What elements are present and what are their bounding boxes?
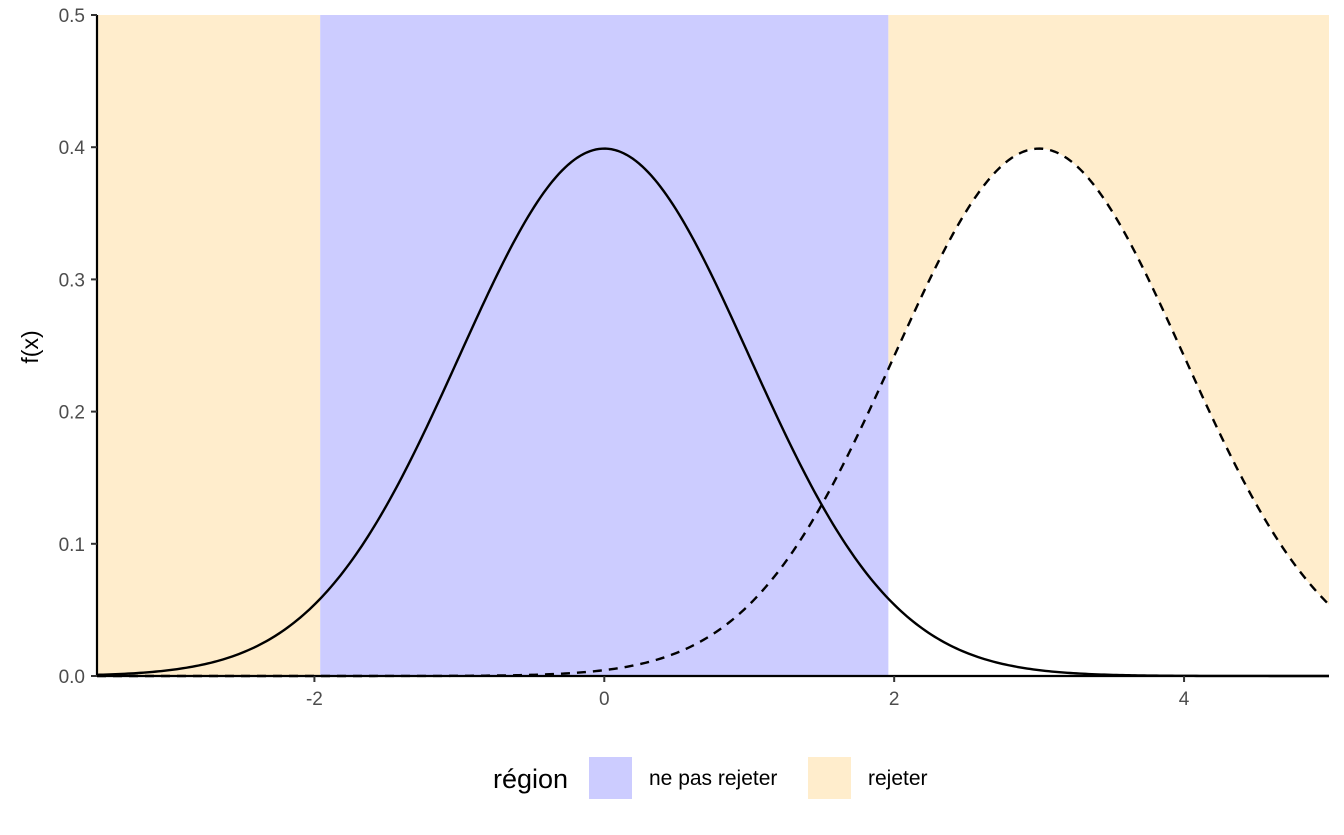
legend-label: ne pas rejeter [649, 767, 777, 790]
x-tick-label: 0 [599, 689, 610, 710]
x-tick-label: 4 [1179, 689, 1190, 710]
legend-swatch [808, 757, 851, 799]
legend-swatch [589, 757, 632, 799]
y-tick-label: 0.0 [59, 667, 85, 688]
y-tick-label: 0.4 [59, 138, 86, 159]
legend-label: rejeter [868, 767, 928, 790]
legend-title: région [493, 764, 568, 794]
region-0-rejeter [97, 15, 321, 676]
axes-layer: 0.0 0.1 0.2 0.3 0.4 0.5 -2 0 2 4 [59, 6, 1329, 710]
region-1-ne-pas-rejeter [320, 15, 889, 676]
region-2-rejeter [888, 15, 1329, 605]
y-tick-label: 0.2 [59, 403, 85, 424]
y-tick-label: 0.3 [59, 270, 85, 291]
x-tick-label: -2 [306, 689, 323, 710]
y-tick-label: 0.5 [59, 6, 85, 27]
regions-layer [97, 15, 1329, 676]
legend: région ne pas rejeter rejeter [493, 757, 928, 799]
y-axis-title: f(x) [17, 330, 43, 363]
x-tick-label: 2 [889, 689, 900, 710]
y-tick-label: 0.1 [59, 535, 85, 556]
